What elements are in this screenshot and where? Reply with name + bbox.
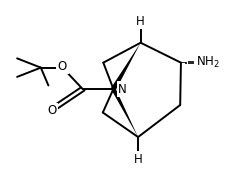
- Text: H: H: [134, 153, 142, 166]
- Text: NH$_2$: NH$_2$: [196, 55, 220, 70]
- Text: H: H: [136, 14, 145, 28]
- Text: O: O: [58, 60, 67, 73]
- Text: H: H: [134, 153, 142, 166]
- Text: O: O: [48, 104, 57, 117]
- Text: N: N: [118, 83, 127, 96]
- Polygon shape: [111, 43, 141, 90]
- Polygon shape: [111, 88, 138, 137]
- Text: N: N: [118, 83, 127, 96]
- Text: O: O: [58, 60, 67, 73]
- Text: H: H: [136, 14, 145, 28]
- Text: O: O: [48, 104, 57, 117]
